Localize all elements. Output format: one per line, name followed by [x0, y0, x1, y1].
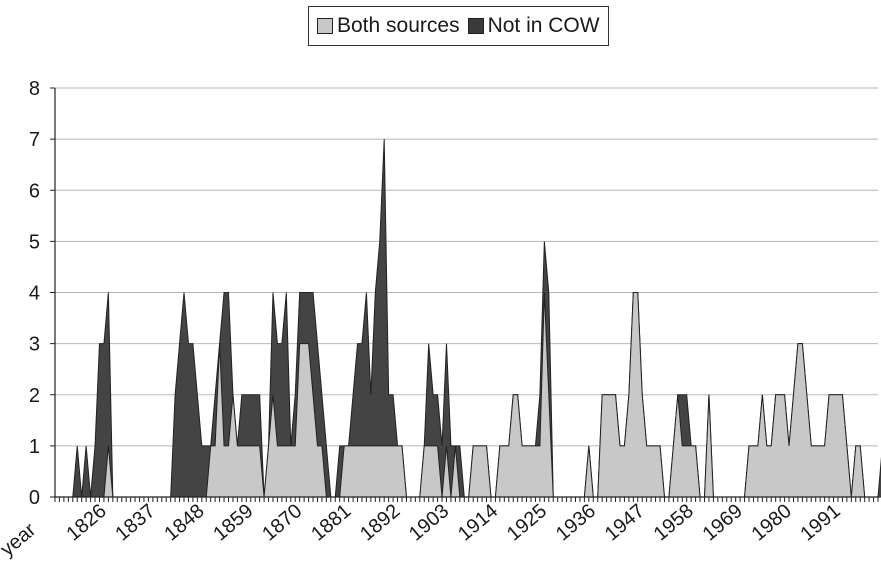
y-tick-label: 7	[29, 129, 40, 151]
y-tick-label: 1	[29, 436, 40, 458]
x-tick-label: 1892	[356, 500, 404, 545]
legend-label-not-in-cow: Not in COW	[487, 14, 600, 37]
y-tick-label: 8	[29, 78, 40, 100]
x-tick-label: 1826	[62, 500, 110, 545]
x-tick-label: 1969	[699, 500, 747, 545]
x-tick-label: 1837	[111, 500, 159, 545]
legend-swatch-not-in-cow	[467, 18, 484, 34]
x-tick-label: 1980	[748, 500, 796, 545]
x-axis-label: year	[0, 519, 40, 561]
x-tick-label: 1936	[552, 500, 600, 545]
x-tick-label: 1859	[209, 500, 257, 545]
x-tick-label: 1991	[796, 500, 844, 545]
legend-item-not-in-cow: Not in COW	[467, 14, 600, 38]
x-tick-label: 1947	[601, 500, 649, 545]
legend: Both sources Not in COW	[308, 6, 609, 46]
x-tick-label: 1914	[454, 500, 502, 545]
y-tick-label: 0	[29, 487, 40, 509]
x-tick-label: 1903	[405, 500, 453, 545]
x-tick-label: 1958	[650, 500, 698, 545]
area-both-sources	[55, 292, 881, 498]
y-tick-label: 2	[29, 385, 40, 407]
legend-label-both-sources: Both sources	[337, 14, 460, 37]
legend-swatch-both-sources	[317, 18, 333, 34]
x-tick-label: 1870	[258, 500, 306, 545]
x-tick-label: 1848	[160, 500, 208, 545]
y-tick-label: 4	[29, 283, 40, 305]
legend-item-both-sources: Both sources	[317, 14, 460, 38]
x-tick-label: 1925	[503, 500, 551, 545]
x-tick-label: 1881	[307, 500, 355, 545]
y-tick-label: 3	[29, 334, 40, 356]
area-not-in-cow	[55, 139, 881, 498]
y-tick-label: 6	[29, 180, 40, 202]
y-tick-label: 5	[29, 231, 40, 253]
area-layer	[55, 139, 881, 498]
